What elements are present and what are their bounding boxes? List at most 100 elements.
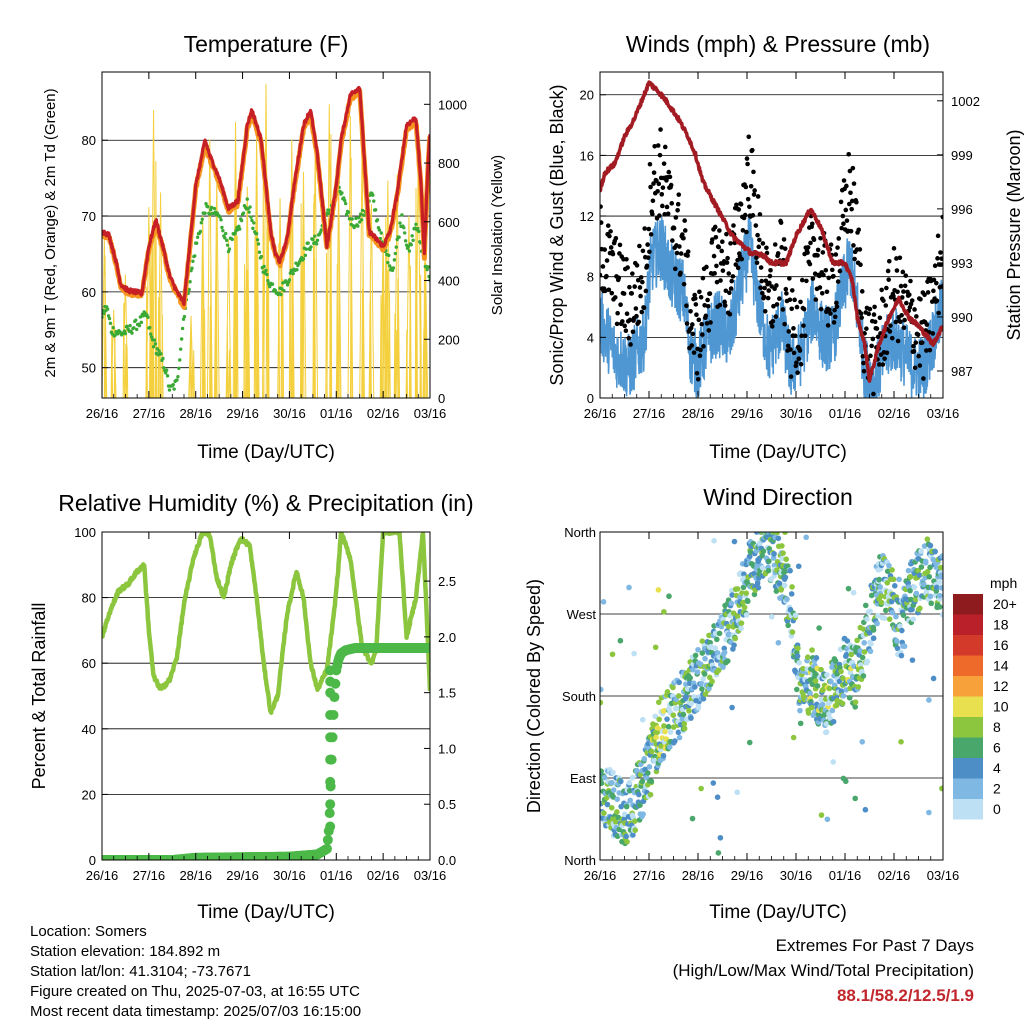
dewpoint-point bbox=[134, 327, 139, 332]
x-tick-label: 01/16 bbox=[320, 406, 353, 421]
wind-gust-point bbox=[614, 321, 620, 327]
wind-direction-point bbox=[788, 591, 795, 597]
wind-direction-point bbox=[897, 623, 903, 629]
wind-gust-point bbox=[825, 323, 831, 328]
wind-gust-point bbox=[624, 311, 630, 317]
wind-gust-point bbox=[789, 288, 795, 293]
wind-gust-point bbox=[852, 256, 857, 262]
x-tick-label: 29/16 bbox=[731, 868, 764, 883]
chart-title: Wind Direction bbox=[703, 484, 853, 510]
plot-area bbox=[102, 83, 430, 398]
wind-direction-point bbox=[840, 693, 847, 699]
wind-gust-point bbox=[671, 225, 677, 231]
wind-direction-point bbox=[731, 642, 737, 648]
wind-direction-point bbox=[890, 576, 897, 583]
wind-direction-point bbox=[603, 795, 610, 801]
dewpoint-point bbox=[309, 245, 313, 249]
wind-gust-point bbox=[758, 265, 764, 270]
wind-gust-point bbox=[700, 332, 705, 337]
extremes-subtitle: (High/Low/Max Wind/Total Precipitation) bbox=[672, 961, 974, 980]
dewpoint-point bbox=[371, 193, 375, 197]
wind-direction-point bbox=[664, 689, 671, 695]
wind-direction-point bbox=[864, 616, 870, 622]
dewpoint-point bbox=[167, 388, 172, 392]
wind-direction-point bbox=[927, 542, 934, 549]
wind-gust-point bbox=[658, 127, 663, 132]
wind-gust-point bbox=[935, 233, 941, 239]
wind-gust-point bbox=[727, 290, 732, 296]
x-axis-label: Time (Day/UTC) bbox=[709, 902, 847, 923]
wind-gust-point bbox=[710, 237, 715, 242]
wind-direction-point bbox=[784, 596, 790, 602]
wind-direction-point bbox=[939, 611, 943, 618]
wind-gust-point bbox=[924, 348, 929, 353]
dewpoint-point bbox=[175, 378, 179, 382]
dewpoint-point bbox=[282, 288, 286, 293]
wind-gust-point bbox=[828, 242, 834, 247]
wind-gust-point bbox=[895, 338, 901, 344]
legend-swatch bbox=[953, 717, 983, 738]
dewpoint-point bbox=[113, 333, 117, 337]
wind-gust-point bbox=[617, 251, 622, 256]
dewpoint-point bbox=[157, 349, 161, 353]
y-tick-label: 70 bbox=[82, 209, 96, 224]
dewpoint-point bbox=[248, 205, 252, 209]
wind-direction-point bbox=[654, 729, 661, 736]
x-tick-label: 03/16 bbox=[414, 868, 447, 883]
wind-gust-point bbox=[857, 247, 863, 252]
x-tick-label: 30/16 bbox=[273, 406, 306, 421]
wind-gust-point bbox=[705, 303, 711, 309]
wind-direction-point bbox=[937, 604, 943, 610]
wind-direction-point bbox=[875, 612, 881, 619]
dewpoint-point bbox=[304, 247, 308, 251]
dewpoint-point bbox=[397, 235, 401, 239]
y-axis-label: Percent & Total Rainfall bbox=[29, 603, 49, 790]
y2-axis-label: Station Pressure (Maroon) bbox=[1004, 129, 1024, 340]
x-tick-label: 29/16 bbox=[226, 406, 259, 421]
dewpoint-point bbox=[172, 387, 176, 391]
wind-gust-point bbox=[919, 340, 925, 345]
wind-direction-point bbox=[712, 645, 719, 652]
dewpoint-point bbox=[373, 208, 378, 212]
wind-gust-point bbox=[734, 202, 739, 208]
dewpoint-point bbox=[177, 366, 181, 371]
wind-gust-point bbox=[729, 278, 735, 284]
wind-direction-point bbox=[632, 818, 638, 824]
wind-gust-point bbox=[602, 247, 608, 252]
wind-direction-point bbox=[870, 635, 877, 642]
y-axis-label: Sonic/Prop Wind & Gust (Blue, Black) bbox=[547, 84, 567, 385]
wind-gust-point bbox=[826, 275, 832, 281]
wind-gust-point bbox=[808, 240, 813, 246]
wind-direction-point bbox=[805, 710, 812, 716]
wind-direction-point bbox=[765, 567, 772, 574]
dewpoint-point bbox=[181, 317, 186, 321]
dewpoint-point bbox=[410, 234, 414, 238]
wind-direction-point bbox=[775, 535, 782, 542]
wind-direction-point bbox=[842, 778, 849, 785]
dewpoint-point bbox=[195, 235, 200, 240]
wind-gust-point bbox=[891, 293, 896, 299]
wind-direction-point bbox=[888, 598, 895, 605]
wind-direction-point bbox=[789, 629, 796, 635]
wind-direction-point bbox=[617, 778, 624, 785]
y-tick-label: 80 bbox=[82, 133, 96, 148]
chart-title: Relative Humidity (%) & Precipitation (i… bbox=[58, 490, 473, 516]
dewpoint-point bbox=[111, 325, 115, 330]
wind-gust-point bbox=[642, 226, 647, 231]
wind-direction-point bbox=[731, 538, 738, 545]
x-tick-label: 27/16 bbox=[633, 406, 666, 421]
wind-direction-point bbox=[893, 638, 900, 644]
wind-gust-point bbox=[827, 307, 832, 313]
wind-gust-point bbox=[891, 246, 897, 251]
wind-direction-point bbox=[830, 759, 837, 765]
wind-direction-point bbox=[608, 779, 615, 786]
wind-direction-point bbox=[910, 616, 917, 623]
wind-direction-point bbox=[652, 713, 659, 720]
x-tick-label: 02/16 bbox=[878, 406, 911, 421]
wind-gust-point bbox=[756, 244, 762, 250]
dewpoint-point bbox=[199, 221, 204, 225]
wind-gust-point bbox=[779, 245, 784, 250]
wind-gust-point bbox=[908, 278, 913, 284]
wind-direction-point bbox=[695, 702, 702, 709]
dewpoint-point bbox=[176, 374, 180, 379]
